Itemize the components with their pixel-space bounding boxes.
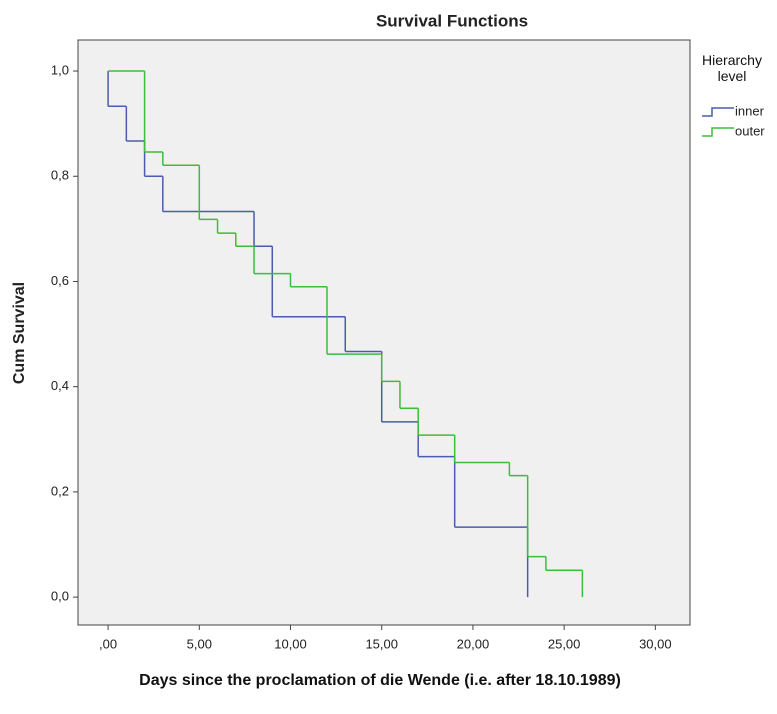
- y-tick-label: 0,0: [51, 589, 69, 604]
- x-tick-label: 5,00: [187, 636, 212, 651]
- y-axis-label: Cum Survival: [11, 282, 28, 384]
- y-tick-label: 1,0: [51, 62, 69, 77]
- x-axis-label: Days since the proclamation of die Wende…: [139, 672, 621, 689]
- x-tick-label: 10,00: [274, 636, 307, 651]
- x-tick-label: 15,00: [365, 636, 398, 651]
- legend-swatch: [702, 107, 734, 117]
- legend-label: outer: [735, 123, 765, 138]
- y-tick-label: 0,4: [51, 378, 69, 393]
- x-tick-label: 30,00: [639, 636, 672, 651]
- y-tick-label: 0,6: [51, 273, 69, 288]
- x-tick-label: 25,00: [548, 636, 581, 651]
- chart-title: Survival Functions: [376, 11, 528, 30]
- legend-title: Hierarchy level: [702, 52, 762, 84]
- legend-swatch: [702, 127, 734, 137]
- x-tick-label: ,00: [99, 636, 117, 651]
- plot-area: [77, 39, 691, 626]
- y-tick-label: 0,2: [51, 483, 69, 498]
- legend-label: inner: [735, 103, 765, 118]
- x-tick-label: 20,00: [457, 636, 490, 651]
- y-tick-label: 0,8: [51, 168, 69, 183]
